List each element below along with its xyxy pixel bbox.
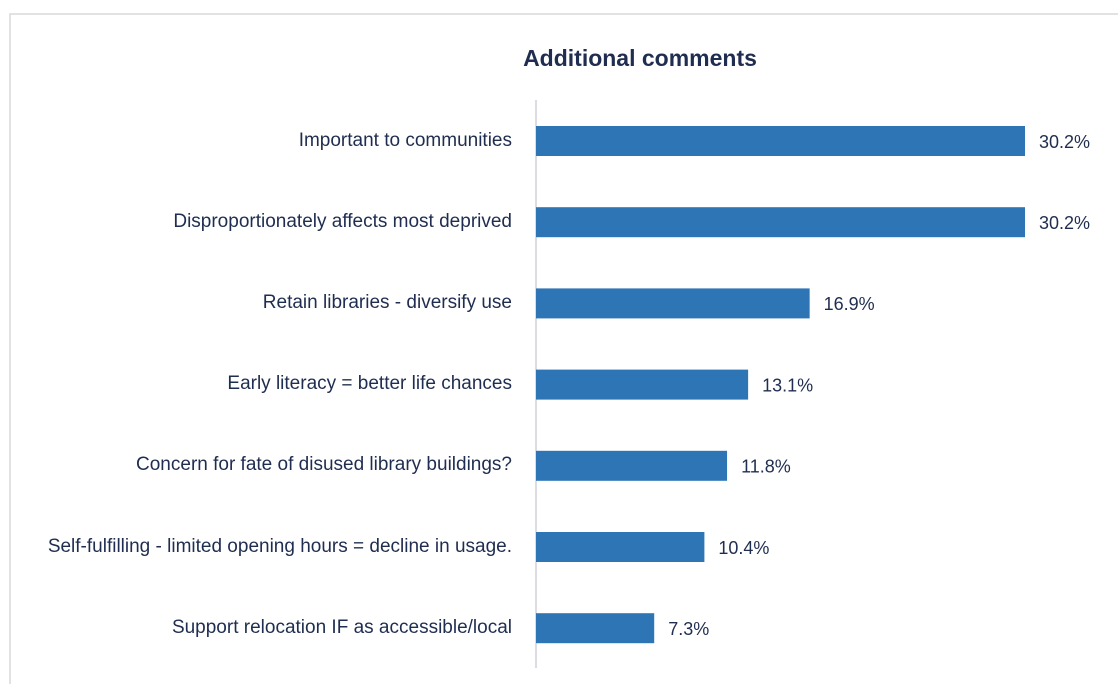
- value-label: 7.3%: [668, 619, 709, 639]
- value-label: 13.1%: [762, 375, 813, 395]
- category-label-wrap: Concern for fate of disused library buil…: [15, 426, 512, 506]
- category-label-box: Disproportionately affects most deprived: [15, 182, 512, 262]
- category-label-wrap: Retain libraries - diversify use: [15, 263, 512, 343]
- value-label: 10.4%: [718, 538, 769, 558]
- bar: [536, 532, 705, 562]
- bar: [536, 126, 1025, 156]
- bar: [536, 450, 728, 481]
- bar: [536, 613, 655, 644]
- category-label: Support relocation IF as accessible/loca…: [171, 616, 512, 638]
- category-label-box: Early literacy = better life chances: [15, 345, 512, 425]
- category-label: Early literacy = better life chances: [227, 373, 512, 395]
- category-label-wrap: Support relocation IF as accessible/loca…: [15, 588, 512, 668]
- category-label-wrap: Early literacy = better life chances: [15, 345, 512, 425]
- category-label: Concern for fate of disused library buil…: [136, 454, 512, 476]
- category-label: Important to communities: [298, 129, 512, 151]
- category-label-box: Important to communities: [15, 101, 512, 181]
- value-label: 30.2%: [1039, 132, 1090, 152]
- value-label: 16.9%: [824, 294, 875, 314]
- value-label: 11.8%: [741, 457, 791, 477]
- bar: [536, 207, 1025, 238]
- bar: [536, 288, 810, 319]
- category-label: Retain libraries - diversify use: [262, 292, 512, 314]
- category-label-wrap: Disproportionately affects most deprived: [15, 182, 512, 262]
- category-label-box: Self-fulfilling - limited opening hours …: [15, 507, 512, 587]
- category-label-box: Retain libraries - diversify use: [15, 263, 512, 343]
- category-label-box: Concern for fate of disused library buil…: [15, 426, 512, 506]
- bar: [536, 369, 749, 400]
- category-label-wrap: Important to communities: [15, 101, 512, 181]
- category-label-box: Support relocation IF as accessible/loca…: [15, 588, 512, 668]
- value-label: 30.2%: [1039, 213, 1090, 233]
- category-label-wrap: Self-fulfilling - limited opening hours …: [15, 507, 512, 587]
- chart-frame: [9, 13, 1118, 684]
- category-label: Disproportionately affects most deprived: [173, 210, 512, 232]
- category-label: Self-fulfilling - limited opening hours …: [47, 535, 512, 557]
- chart-title: Additional comments: [523, 45, 757, 71]
